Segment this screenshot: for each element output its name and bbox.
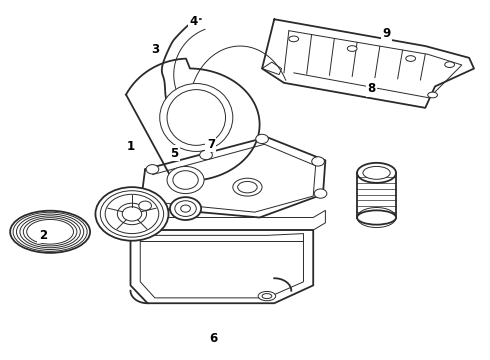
- Ellipse shape: [105, 194, 159, 234]
- Ellipse shape: [20, 216, 80, 248]
- Ellipse shape: [314, 189, 327, 198]
- Ellipse shape: [100, 191, 164, 237]
- Ellipse shape: [363, 166, 390, 179]
- Text: 8: 8: [368, 82, 376, 95]
- Text: 5: 5: [170, 147, 178, 160]
- Text: 3: 3: [151, 43, 159, 56]
- Ellipse shape: [175, 201, 196, 216]
- Text: 6: 6: [209, 333, 218, 346]
- Ellipse shape: [146, 165, 159, 174]
- Ellipse shape: [139, 201, 151, 210]
- Ellipse shape: [117, 203, 147, 225]
- Ellipse shape: [357, 210, 396, 225]
- Text: 4: 4: [190, 14, 198, 27]
- Ellipse shape: [27, 220, 74, 244]
- Text: 7: 7: [207, 138, 215, 151]
- Ellipse shape: [181, 205, 191, 212]
- Ellipse shape: [428, 92, 438, 98]
- Ellipse shape: [233, 178, 262, 196]
- Ellipse shape: [445, 62, 455, 67]
- Ellipse shape: [289, 36, 298, 42]
- Ellipse shape: [258, 292, 276, 301]
- Ellipse shape: [167, 166, 204, 194]
- Ellipse shape: [122, 207, 142, 221]
- Ellipse shape: [357, 163, 396, 183]
- Ellipse shape: [170, 197, 201, 220]
- Ellipse shape: [160, 84, 233, 152]
- Ellipse shape: [24, 218, 77, 246]
- Ellipse shape: [312, 157, 324, 166]
- Ellipse shape: [17, 214, 84, 249]
- Ellipse shape: [96, 187, 169, 241]
- Ellipse shape: [200, 150, 212, 159]
- Ellipse shape: [406, 56, 416, 62]
- Text: 2: 2: [39, 229, 47, 242]
- Ellipse shape: [347, 46, 357, 51]
- Ellipse shape: [256, 134, 269, 144]
- Text: 9: 9: [382, 27, 391, 40]
- Text: 1: 1: [126, 140, 135, 153]
